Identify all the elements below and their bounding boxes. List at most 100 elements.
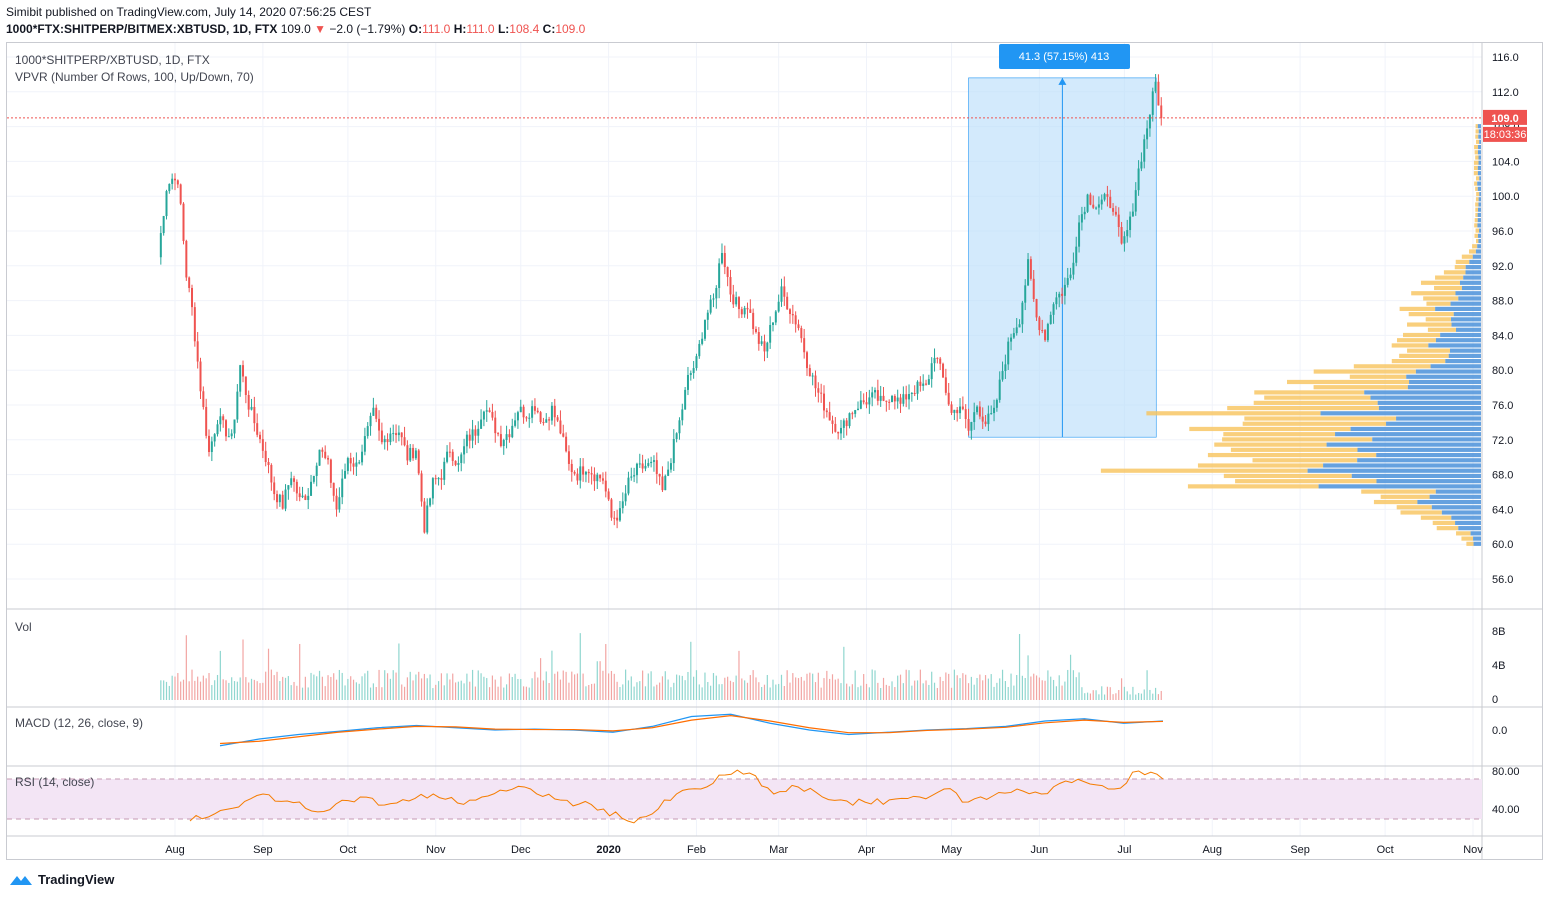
vp-bar-up [1399, 306, 1436, 311]
candle-body [548, 419, 551, 421]
candle-body [692, 368, 695, 374]
time-axis[interactable]: Aug Sep Oct Nov Dec 2020 Feb Mar Apr May Jun Jul Aug… [165, 844, 1483, 856]
candle-body [967, 419, 970, 431]
volume-bar [775, 684, 777, 700]
vp-bar-down [1475, 249, 1481, 254]
volume-bar [415, 674, 417, 700]
candle-body [556, 417, 559, 421]
candle-body [604, 480, 607, 492]
candle-body [1157, 81, 1160, 106]
candle-body [678, 420, 681, 434]
vp-bar-up [1399, 353, 1449, 358]
volume-bar [625, 669, 627, 700]
vp-bar-up [1473, 160, 1479, 165]
vp-bar-down [1376, 479, 1481, 484]
price-tick-label: 104.0 [1492, 156, 1520, 168]
candle-body [720, 253, 723, 264]
candle-body [542, 422, 545, 424]
candle-body [168, 183, 171, 192]
month-tick-label: Nov [426, 844, 446, 856]
candle-body [1123, 236, 1126, 244]
volume-bar [449, 679, 451, 700]
volume-bar [1047, 670, 1049, 700]
candle-body [1049, 314, 1052, 325]
volume-bar [905, 669, 907, 700]
main-legend[interactable]: 1000*SHITPERP/XBTUSD, 1D, FTX [15, 53, 210, 67]
volume-bar [1118, 690, 1120, 700]
volume-bar [933, 682, 936, 700]
candle-body [848, 413, 851, 427]
vp-bar-up [1475, 228, 1480, 233]
candle-body [1095, 207, 1098, 209]
candle-body [236, 391, 239, 420]
price-axis[interactable]: 116.0112.0108.0104.0100.096.092.088.084.… [1492, 52, 1520, 586]
volume-bar [950, 687, 953, 700]
volume-bar [1078, 672, 1080, 700]
candle-body [774, 311, 777, 323]
volume-bar [208, 673, 210, 700]
countdown-tag [1483, 126, 1527, 142]
symbol-name[interactable]: 1000*FTX:SHITPERP/BITMEX:XBTUSD, 1D, FTX [6, 22, 278, 36]
candle-body [227, 436, 230, 438]
vol-legend[interactable]: Vol [15, 620, 32, 634]
volume-bar [282, 676, 284, 700]
candle-body [1078, 222, 1081, 247]
candle-body [1063, 284, 1066, 296]
candle-body [854, 410, 857, 414]
candle-body [771, 322, 774, 326]
vp-bar-down [1451, 322, 1481, 327]
candle-body [193, 307, 196, 342]
vpvr-legend[interactable]: VPVR (Number Of Rows, 100, Up/Down, 70) [15, 70, 254, 84]
candle-body [1066, 278, 1069, 285]
candle-body [298, 493, 301, 498]
candle-body [576, 473, 579, 481]
candle-body [488, 410, 491, 412]
candle-body [712, 298, 715, 300]
vp-bar-up [1286, 379, 1410, 385]
volume-bar [216, 674, 219, 700]
volume-bar [693, 676, 695, 700]
volume-bar [381, 687, 383, 700]
vp-bar-down [1478, 207, 1481, 212]
price-tick-label: 60.0 [1492, 539, 1513, 551]
price-tick-label: 92.0 [1492, 261, 1513, 273]
volume-bar [820, 687, 822, 700]
candle-body [406, 445, 409, 461]
volume-bar [182, 679, 185, 700]
vp-bar-down [1396, 416, 1481, 421]
candle-body [1100, 199, 1103, 205]
volume-bar [520, 679, 522, 700]
volume-profile [1100, 124, 1481, 546]
candle-body [499, 434, 502, 447]
vp-bar-up [1476, 238, 1479, 244]
candle-body [1044, 330, 1047, 341]
volume-bar [1044, 680, 1046, 700]
month-tick-label: Oct [1377, 844, 1394, 856]
candle-body [743, 307, 746, 315]
vp-bar-down [1477, 244, 1481, 249]
macd-legend[interactable]: MACD (12, 26, close, 9) [15, 716, 143, 730]
volume-bar [724, 677, 726, 700]
volume-bar [647, 673, 649, 700]
candle-body [998, 379, 1001, 400]
volume-bar [911, 685, 913, 700]
volume-bar [936, 687, 938, 700]
candle-body [978, 406, 981, 417]
vp-bar-up [1426, 301, 1451, 306]
price-range-measure[interactable]: 41.3 (57.15%) 413 [968, 44, 1157, 438]
volume-bar [236, 681, 238, 700]
candle-body [950, 404, 953, 413]
volume-bar [369, 687, 372, 700]
rsi-legend[interactable]: RSI (14, close) [15, 775, 94, 789]
countdown-tag-text: 18:03:36 [1484, 129, 1527, 141]
volume-bar [446, 673, 448, 700]
tradingview-logo[interactable]: TradingView [8, 872, 114, 887]
vp-bar-down [1378, 405, 1481, 411]
candle-body [171, 178, 174, 184]
candle-body [352, 463, 355, 467]
candle-body [652, 460, 655, 462]
volume-bar [636, 682, 638, 700]
month-tick-label: Aug [1202, 844, 1222, 856]
candle-body [689, 373, 692, 375]
